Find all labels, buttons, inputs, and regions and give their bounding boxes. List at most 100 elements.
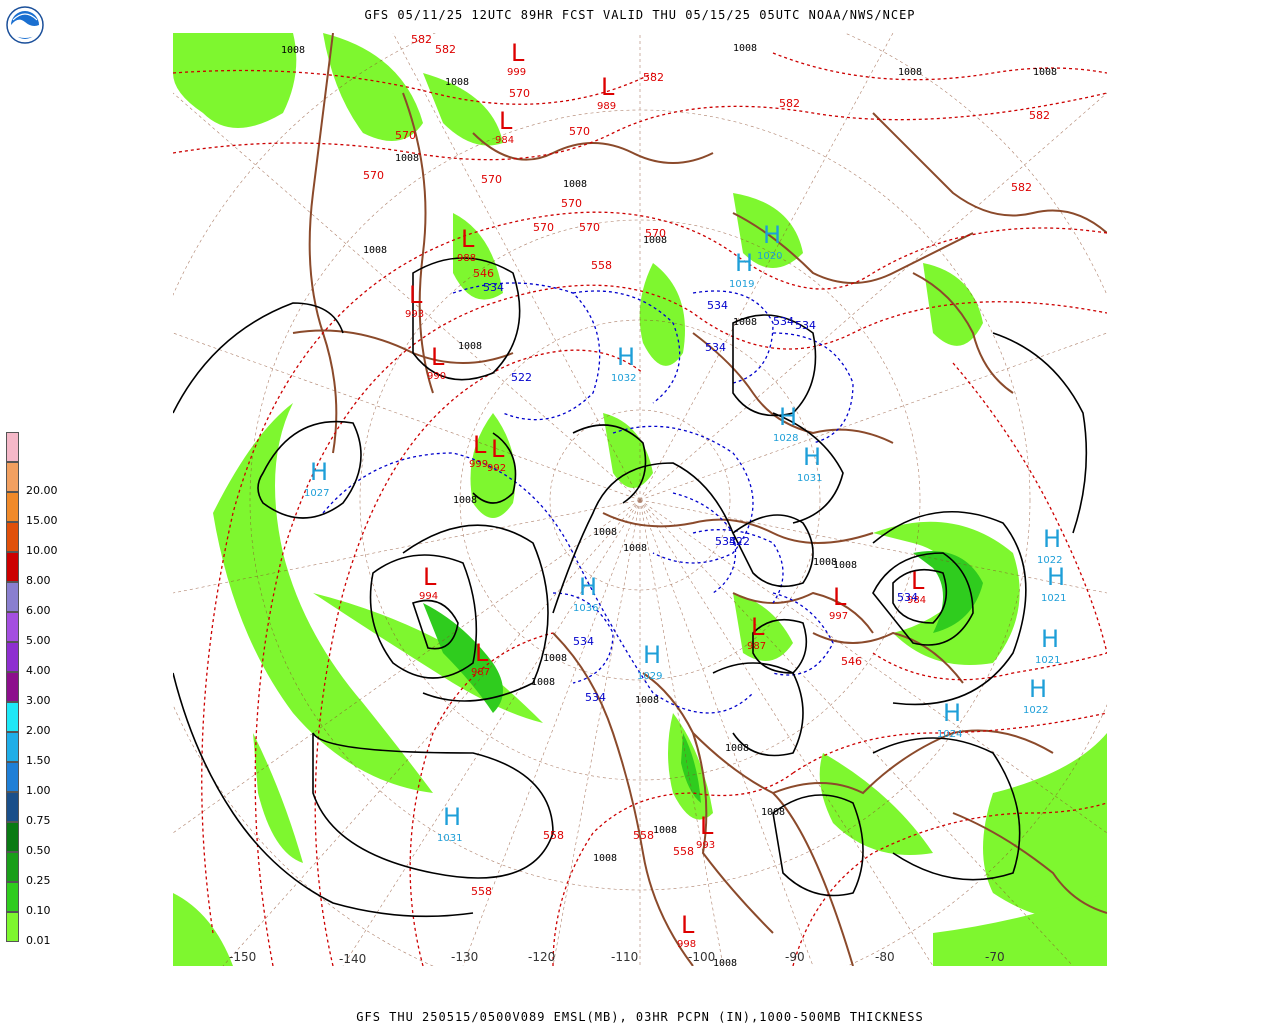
low-pressure-value: 984 bbox=[907, 595, 926, 606]
thickness-label-cold: 522 bbox=[729, 535, 750, 548]
high-pressure-symbol: H bbox=[943, 699, 961, 727]
thickness-label-warm: 570 bbox=[579, 221, 600, 234]
high-pressure-value: 1021 bbox=[1035, 655, 1060, 666]
legend-swatch bbox=[6, 492, 19, 522]
low-pressure-value: 993 bbox=[405, 309, 424, 320]
low-pressure-symbol: L bbox=[751, 613, 765, 641]
chart-footer: GFS THU 250515/0500V089 EMSL(MB), 03HR P… bbox=[356, 1010, 924, 1024]
longitude-label: -70 bbox=[985, 950, 1005, 964]
legend-swatch bbox=[6, 792, 19, 822]
high-pressure-symbol: H bbox=[579, 573, 597, 601]
isobar-label: 1008 bbox=[363, 245, 387, 256]
thickness-label-warm: 570 bbox=[509, 87, 530, 100]
legend-label: 3.00 bbox=[26, 694, 51, 707]
thickness-label-warm: 582 bbox=[411, 33, 432, 46]
low-pressure-value: 998 bbox=[677, 939, 696, 950]
legend-swatch bbox=[6, 582, 19, 612]
longitude-label: -100 bbox=[688, 950, 715, 964]
thickness-cold-lines bbox=[322, 282, 854, 714]
low-pressure-value: 987 bbox=[471, 667, 490, 678]
thickness-label-cold: 522 bbox=[511, 371, 532, 384]
high-pressure-value: 1036 bbox=[573, 603, 598, 614]
high-pressure-value: 1024 bbox=[937, 729, 962, 740]
low-pressure-symbol: L bbox=[431, 343, 445, 371]
high-pressure-value: 1020 bbox=[757, 251, 782, 262]
thickness-label-cold: 534 bbox=[897, 591, 918, 604]
thickness-label-warm: 582 bbox=[435, 43, 456, 56]
longitude-label: -130 bbox=[451, 950, 478, 964]
isobar-label: 1008 bbox=[395, 153, 419, 164]
high-pressure-value: 1029 bbox=[637, 671, 662, 682]
legend-swatch bbox=[6, 522, 19, 552]
high-pressure-symbol: H bbox=[1041, 625, 1059, 653]
isobar-label: 1008 bbox=[593, 527, 617, 538]
high-pressure-value: 1028 bbox=[773, 433, 798, 444]
high-pressure-symbol: H bbox=[735, 249, 753, 277]
longitude-label: -150 bbox=[229, 950, 256, 964]
isobar-label: 1008 bbox=[445, 77, 469, 88]
thickness-label-warm: 570 bbox=[569, 125, 590, 138]
low-pressure-value: 994 bbox=[419, 591, 438, 602]
high-pressure-value: 1022 bbox=[1023, 705, 1048, 716]
isobar-label: 1008 bbox=[761, 807, 785, 818]
high-pressure-symbol: H bbox=[1029, 675, 1047, 703]
high-pressure-symbol: H bbox=[763, 221, 781, 249]
legend-label: 8.00 bbox=[26, 574, 51, 587]
longitude-label: -110 bbox=[611, 950, 638, 964]
high-pressure-symbol: H bbox=[617, 343, 635, 371]
low-pressure-symbol: L bbox=[461, 225, 475, 253]
legend-label: 15.00 bbox=[26, 514, 58, 527]
legend-label: 5.00 bbox=[26, 634, 51, 647]
longitude-label: -90 bbox=[785, 950, 805, 964]
legend-label: 0.50 bbox=[26, 844, 51, 857]
thickness-label-warm: 570 bbox=[561, 197, 582, 210]
isobar-label: 1008 bbox=[725, 743, 749, 754]
thickness-label-warm: 582 bbox=[779, 97, 800, 110]
low-pressure-symbol: L bbox=[700, 812, 714, 840]
longitude-label: -80 bbox=[875, 950, 895, 964]
low-pressure-value: 987 bbox=[747, 641, 766, 652]
isobar-label: 1008 bbox=[1033, 67, 1057, 78]
low-pressure-symbol: L bbox=[833, 583, 847, 611]
low-pressure-symbol: L bbox=[473, 431, 487, 459]
thickness-label-warm: 582 bbox=[1011, 181, 1032, 194]
thickness-label-warm: 570 bbox=[533, 221, 554, 234]
legend-label: 4.00 bbox=[26, 664, 51, 677]
low-pressure-symbol: L bbox=[409, 281, 423, 309]
legend-swatch bbox=[6, 552, 19, 582]
precip-color-legend: 20.00 15.00 10.00 8.00 6.00 5.00 4.00 3.00 2.00 1… bbox=[6, 432, 66, 972]
high-pressure-value: 1019 bbox=[729, 279, 754, 290]
noaa-logo-icon bbox=[6, 6, 44, 44]
low-pressure-value: 997 bbox=[829, 611, 848, 622]
isobar-label: 1008 bbox=[653, 825, 677, 836]
legend-label: 10.00 bbox=[26, 544, 58, 557]
legend-swatch bbox=[6, 762, 19, 792]
thickness-label-cold: 534 bbox=[483, 281, 504, 294]
high-pressure-symbol: H bbox=[310, 458, 328, 486]
low-pressure-value: 999 bbox=[507, 67, 526, 78]
isobar-label: 1008 bbox=[713, 958, 737, 966]
low-pressure-symbol: L bbox=[491, 435, 505, 463]
low-pressure-value: 990 bbox=[427, 371, 446, 382]
legend-label: 1.50 bbox=[26, 754, 51, 767]
thickness-label-cold: 534 bbox=[573, 635, 594, 648]
thickness-label-warm: 546 bbox=[473, 267, 494, 280]
legend-swatch bbox=[6, 702, 19, 732]
high-pressure-value: 1022 bbox=[1037, 555, 1062, 566]
low-pressure-value: 992 bbox=[487, 463, 506, 474]
isobar-label: 1008 bbox=[813, 557, 837, 568]
high-pressure-value: 1031 bbox=[797, 473, 822, 484]
weather-map: L999L989L984L988L993L990L999L992L994L987… bbox=[173, 33, 1107, 966]
high-pressure-symbol: H bbox=[779, 403, 797, 431]
isobar-label: 1008 bbox=[593, 853, 617, 864]
thickness-label-warm: 582 bbox=[1029, 109, 1050, 122]
thickness-label-cold: 534 bbox=[707, 299, 728, 312]
thickness-label-warm: 558 bbox=[633, 829, 654, 842]
low-pressure-symbol: L bbox=[475, 639, 489, 667]
isobar-label: 1008 bbox=[733, 43, 757, 54]
thickness-label-warm: 570 bbox=[395, 129, 416, 142]
legend-swatch bbox=[6, 912, 19, 942]
legend-swatch bbox=[6, 822, 19, 852]
high-pressure-symbol: H bbox=[443, 803, 461, 831]
isobar-label: 1008 bbox=[635, 695, 659, 706]
